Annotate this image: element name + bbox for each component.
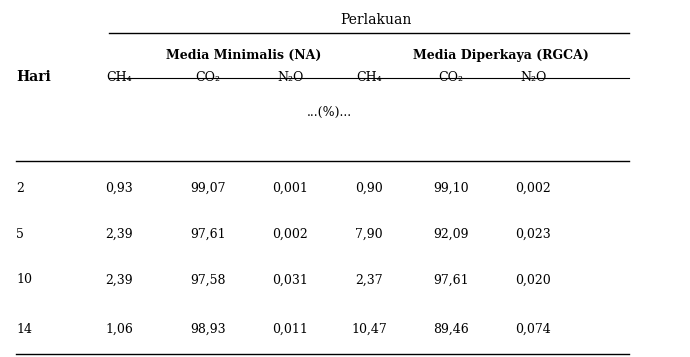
Text: 99,07: 99,07 (190, 182, 226, 195)
Text: 97,61: 97,61 (433, 273, 469, 286)
Text: 0,90: 0,90 (355, 182, 383, 195)
Text: N₂O: N₂O (520, 71, 546, 84)
Text: 2,39: 2,39 (106, 228, 133, 241)
Text: CH₄: CH₄ (356, 71, 382, 84)
Text: 97,61: 97,61 (190, 228, 226, 241)
Text: 97,58: 97,58 (190, 273, 226, 286)
Text: 0,031: 0,031 (273, 273, 308, 286)
Text: 0,011: 0,011 (273, 323, 308, 336)
Text: Media Minimalis (NA): Media Minimalis (NA) (166, 49, 322, 62)
Text: Hari: Hari (17, 70, 51, 84)
Text: 7,90: 7,90 (355, 228, 383, 241)
Text: CO₂: CO₂ (439, 71, 464, 84)
Text: CO₂: CO₂ (195, 71, 221, 84)
Text: 1,06: 1,06 (105, 323, 133, 336)
Text: N₂O: N₂O (277, 71, 304, 84)
Text: 0,074: 0,074 (515, 323, 551, 336)
Text: Media Diperkaya (RGCA): Media Diperkaya (RGCA) (413, 49, 589, 62)
Text: ...(%)...: ...(%)... (307, 106, 352, 119)
Text: 10: 10 (17, 273, 32, 286)
Text: 92,09: 92,09 (433, 228, 469, 241)
Text: 2: 2 (17, 182, 24, 195)
Text: 0,002: 0,002 (515, 182, 551, 195)
Text: 0,93: 0,93 (106, 182, 133, 195)
Text: Perlakuan: Perlakuan (340, 13, 411, 27)
Text: 2,39: 2,39 (106, 273, 133, 286)
Text: 10,47: 10,47 (351, 323, 387, 336)
Text: 99,10: 99,10 (433, 182, 469, 195)
Text: 0,023: 0,023 (515, 228, 551, 241)
Text: 0,020: 0,020 (515, 273, 551, 286)
Text: 0,001: 0,001 (273, 182, 308, 195)
Text: 0,002: 0,002 (273, 228, 308, 241)
Text: 14: 14 (17, 323, 32, 336)
Text: CH₄: CH₄ (106, 71, 132, 84)
Text: 98,93: 98,93 (190, 323, 226, 336)
Text: 5: 5 (17, 228, 24, 241)
Text: 89,46: 89,46 (433, 323, 469, 336)
Text: 2,37: 2,37 (355, 273, 383, 286)
